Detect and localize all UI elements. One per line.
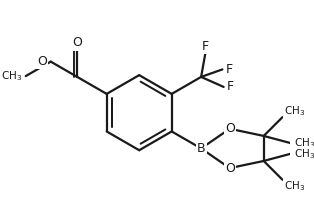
Text: CH$_3$: CH$_3$ [294,136,314,150]
Text: F: F [227,81,234,94]
Text: O: O [37,55,47,68]
Text: F: F [202,40,209,53]
Text: O: O [72,37,82,50]
Text: O: O [225,162,235,175]
Text: B: B [197,142,205,155]
Text: CH$_3$: CH$_3$ [284,179,306,193]
Text: CH$_3$: CH$_3$ [294,147,314,161]
Text: CH$_3$: CH$_3$ [1,69,22,83]
Text: F: F [226,63,233,76]
Text: O: O [225,122,235,135]
Text: CH$_3$: CH$_3$ [284,104,306,118]
